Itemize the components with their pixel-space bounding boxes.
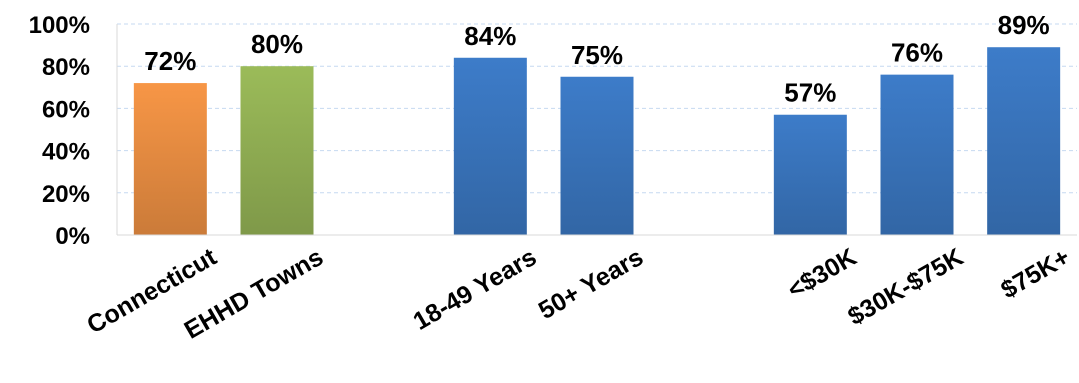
data-label: 89%: [998, 10, 1050, 40]
bar: [773, 114, 847, 235]
bar: [880, 74, 954, 235]
bar: [987, 47, 1061, 236]
y-tick-label: 80%: [42, 54, 90, 81]
y-tick-label: 60%: [42, 96, 90, 123]
bars: [133, 47, 1061, 236]
y-tick-label: 0%: [55, 223, 90, 250]
bar: [453, 57, 527, 236]
y-axis: 0% 20% 40% 60% 80% 100%: [29, 12, 118, 250]
data-label: 80%: [251, 29, 303, 59]
data-label: 72%: [144, 46, 196, 76]
bar: [560, 76, 634, 235]
x-tick-label: $75K+: [996, 243, 1074, 304]
bar: [240, 66, 314, 235]
x-tick-label: 50+ Years: [534, 243, 648, 325]
y-tick-label: 20%: [42, 181, 90, 208]
x-tick-label: $30K-$75K: [843, 243, 968, 331]
data-label: 57%: [784, 78, 836, 108]
data-labels: 72% 80% 84% 75% 57% 76% 89%: [144, 10, 1049, 108]
y-tick-label: 40%: [42, 139, 90, 166]
bar: [133, 83, 207, 235]
x-tick-label: 18-49 Years: [409, 243, 542, 336]
x-tick-label: <$30K: [783, 243, 861, 304]
data-label: 84%: [464, 21, 516, 51]
y-tick-label: 100%: [29, 12, 90, 39]
data-label: 76%: [891, 38, 943, 68]
data-label: 75%: [571, 40, 623, 70]
